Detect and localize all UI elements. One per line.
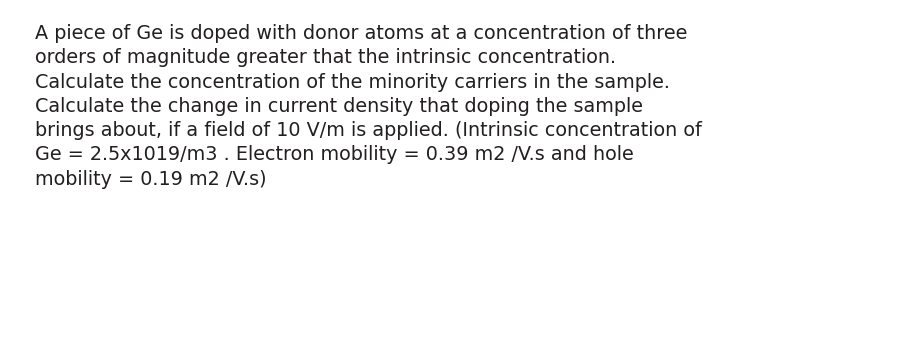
Text: A piece of Ge is doped with donor atoms at a concentration of three
orders of ma: A piece of Ge is doped with donor atoms … xyxy=(35,24,701,189)
